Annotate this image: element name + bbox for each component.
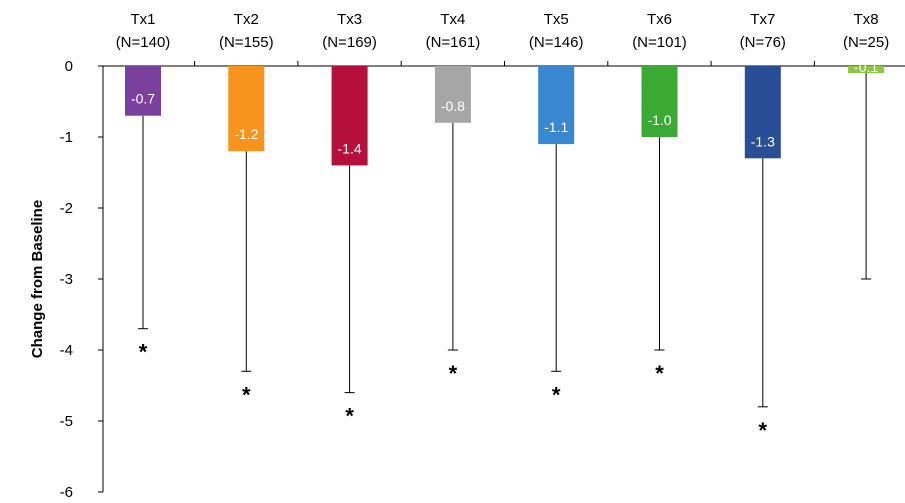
bar-value-label: -1.3 (751, 133, 775, 149)
category-name-label: Tx4 (440, 11, 465, 28)
category-name-label: Tx1 (130, 11, 155, 28)
category-n-label: (N=101) (632, 34, 687, 51)
bar-value-label: -1.2 (234, 126, 258, 142)
y-tick-label: -5 (60, 413, 73, 430)
bar-value-label: -1.4 (338, 140, 362, 156)
bar (228, 66, 265, 152)
category-labels: Tx1 (N=140) Tx2 (N=155) Tx3 (N=169) Tx4 (N=161)… (116, 11, 890, 51)
y-axis: 0 -1 -2 -3 -4 -5 -6 (60, 58, 905, 501)
category-name-label: Tx6 (647, 11, 672, 28)
category-n-label: (N=169) (322, 34, 377, 51)
bar (744, 66, 781, 159)
significance-marker: * (759, 418, 768, 443)
y-tick-label: -6 (60, 484, 73, 501)
bar-value-label: -0.7 (131, 91, 155, 107)
category-n-label: (N=155) (219, 34, 274, 51)
significance-marker: * (242, 382, 251, 407)
bar (538, 66, 575, 145)
bar (848, 66, 885, 74)
y-tick-label: 0 (65, 58, 73, 75)
bar (125, 66, 161, 116)
bars: -0.7 * -1.2 * -1.4 * -0.8 * -1.1 * -1.0 * -1.3 * -0.1 (125, 59, 885, 443)
bar (641, 66, 678, 137)
bar-value-label: -0.1 (854, 59, 878, 75)
category-name-label: Tx5 (544, 11, 569, 28)
y-axis-label: Change from Baseline (29, 200, 46, 358)
category-n-label: (N=161) (426, 34, 481, 51)
y-tick-label: -1 (60, 129, 73, 146)
significance-marker: * (139, 340, 148, 365)
category-n-label: (N=146) (529, 34, 584, 51)
category-name-label: Tx7 (750, 11, 775, 28)
category-n-label: (N=76) (740, 34, 786, 51)
y-tick-label: -2 (60, 200, 73, 217)
significance-marker: * (552, 382, 561, 407)
category-name-label: Tx2 (234, 11, 259, 28)
significance-marker: * (449, 361, 458, 386)
category-name-label: Tx3 (337, 11, 362, 28)
category-name-label: Tx8 (854, 11, 879, 28)
significance-marker: * (655, 361, 664, 386)
category-n-label: (N=25) (843, 34, 889, 51)
bar-value-label: -0.8 (441, 98, 465, 114)
significance-marker: * (345, 404, 354, 429)
bar (331, 66, 368, 166)
y-tick-label: -3 (60, 271, 73, 288)
category-n-label: (N=140) (116, 34, 171, 51)
y-tick-label: -4 (60, 342, 73, 359)
bar-value-label: -1.0 (647, 112, 671, 128)
bar-value-label: -1.1 (544, 119, 568, 135)
bar (434, 66, 471, 123)
